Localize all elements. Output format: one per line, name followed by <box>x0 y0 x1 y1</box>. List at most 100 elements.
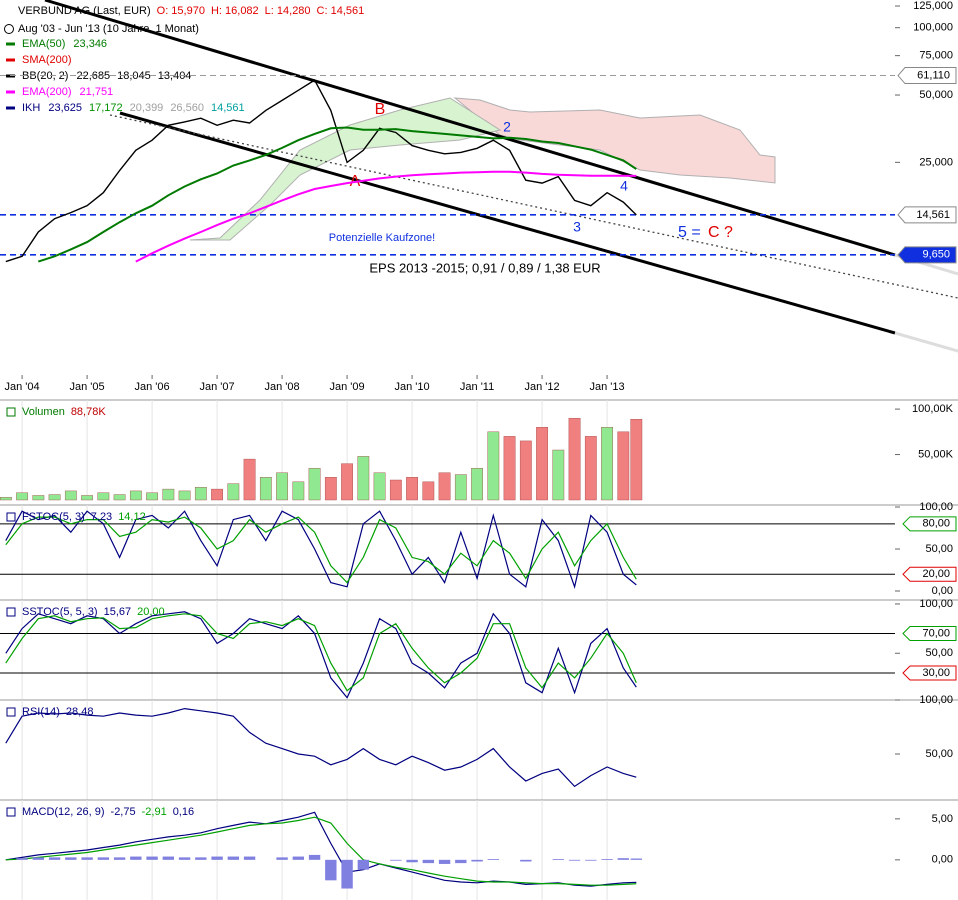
trend-line-upper <box>44 0 896 257</box>
level-label: 14,561 <box>916 209 950 221</box>
x-tick-label: Jan '09 <box>330 381 365 393</box>
panel-icon <box>6 607 16 617</box>
bar <box>341 859 353 889</box>
wave-label: 4 <box>620 178 628 194</box>
bar <box>389 479 402 501</box>
bar <box>178 857 191 860</box>
series-line <box>5 811 637 887</box>
level-box <box>902 626 957 642</box>
bar <box>438 859 451 864</box>
level-label: 80,00 <box>922 518 950 530</box>
bar <box>32 857 45 860</box>
bar <box>178 490 191 501</box>
legend-label: EMA(50) <box>22 38 65 50</box>
bar <box>211 856 223 860</box>
legend-label: IKH <box>22 102 40 114</box>
panel-title: MACD(12, 26, 9) <box>22 806 105 818</box>
bar <box>454 474 467 501</box>
series-line <box>5 611 637 699</box>
x-tick-label: Jan '08 <box>265 381 300 393</box>
bar <box>584 436 597 501</box>
bar <box>0 497 12 501</box>
bar <box>519 440 532 501</box>
bar <box>568 859 581 861</box>
bar <box>406 477 418 501</box>
bar <box>471 467 483 501</box>
y-tick-label: 50,00K <box>918 448 954 460</box>
bar <box>585 859 597 861</box>
panel-title: SSTOC(5, 5, 3) <box>22 606 98 618</box>
quote-value: C: 14,561 <box>317 5 365 17</box>
y-tick-label: 100,00 <box>919 598 953 610</box>
bar <box>422 481 435 501</box>
chart-title: VERBUND AG (Last, EUR) <box>18 5 151 17</box>
level-label: 30,00 <box>922 667 950 679</box>
bar <box>438 472 451 501</box>
legend-value: 14,561 <box>211 102 245 114</box>
x-tick-label: Jan '05 <box>70 381 105 393</box>
clock-icon <box>4 24 14 34</box>
x-tick-label: Jan '10 <box>395 381 430 393</box>
bar <box>324 477 337 501</box>
bar <box>146 856 158 860</box>
bar <box>422 859 435 864</box>
y-tick-label: 0,00 <box>932 585 953 597</box>
panel-icon <box>6 512 16 522</box>
bar <box>48 494 61 501</box>
legend-value: 20,399 <box>130 102 164 114</box>
bar <box>162 856 175 860</box>
bar <box>503 436 516 501</box>
level-box <box>897 206 957 224</box>
panel-value: 14,12 <box>118 511 146 523</box>
legend-value: 23,346 <box>73 38 107 50</box>
bar <box>81 857 93 860</box>
bar <box>65 857 77 860</box>
bar <box>325 859 337 881</box>
bar <box>16 858 28 860</box>
trend-line-lower <box>119 111 896 335</box>
bar <box>48 857 61 860</box>
bar <box>390 859 402 861</box>
level-box <box>902 566 957 582</box>
bar <box>455 859 467 864</box>
eps-note: EPS 2013 -2015; 0,91 / 0,89 / 1,38 EUR <box>369 260 600 275</box>
y-tick-label: 100,00 <box>919 501 953 513</box>
bar <box>406 859 418 863</box>
level-label: 9,650 <box>922 249 950 261</box>
series-line <box>5 613 637 692</box>
bar <box>64 490 77 501</box>
x-tick-label: Jan '07 <box>200 381 235 393</box>
panel-value: 28,48 <box>66 706 94 718</box>
level-box <box>902 516 957 532</box>
quote-value: L: 14,280 <box>265 5 311 17</box>
bar <box>292 856 305 860</box>
panel-value: -2,75 <box>111 806 136 818</box>
panel-icon <box>6 407 16 417</box>
y-tick-label: 50,00 <box>925 647 953 659</box>
bar <box>630 419 643 501</box>
bar <box>227 483 240 501</box>
y-tick-label: 50,000 <box>919 89 953 101</box>
bar <box>113 494 126 501</box>
level-label: 70,00 <box>922 627 950 639</box>
wave-label: B <box>375 101 386 118</box>
zone-label: Potenzielle Kaufzone! <box>329 232 435 244</box>
level-label: 61,110 <box>917 69 950 81</box>
level-box <box>902 665 957 681</box>
quote-value: O: 15,970 <box>157 5 205 17</box>
chart-subtitle: Aug '03 - Jun '13 (10 Jahre, 1 Monat) <box>18 23 199 35</box>
bar <box>81 495 93 501</box>
bar <box>195 857 207 860</box>
bar <box>129 490 142 501</box>
y-tick-label: 100,00 <box>919 694 953 706</box>
panel-title: FSTOC(5, 3) <box>22 511 85 523</box>
level-label: 20,00 <box>922 568 950 580</box>
bar <box>211 488 223 501</box>
wave-label: C ? <box>708 224 733 241</box>
panel-title: RSI(14) <box>22 706 60 718</box>
bar <box>373 472 386 501</box>
series-line <box>5 816 637 886</box>
bar <box>617 431 630 501</box>
legend-value: 26,560 <box>170 102 204 114</box>
